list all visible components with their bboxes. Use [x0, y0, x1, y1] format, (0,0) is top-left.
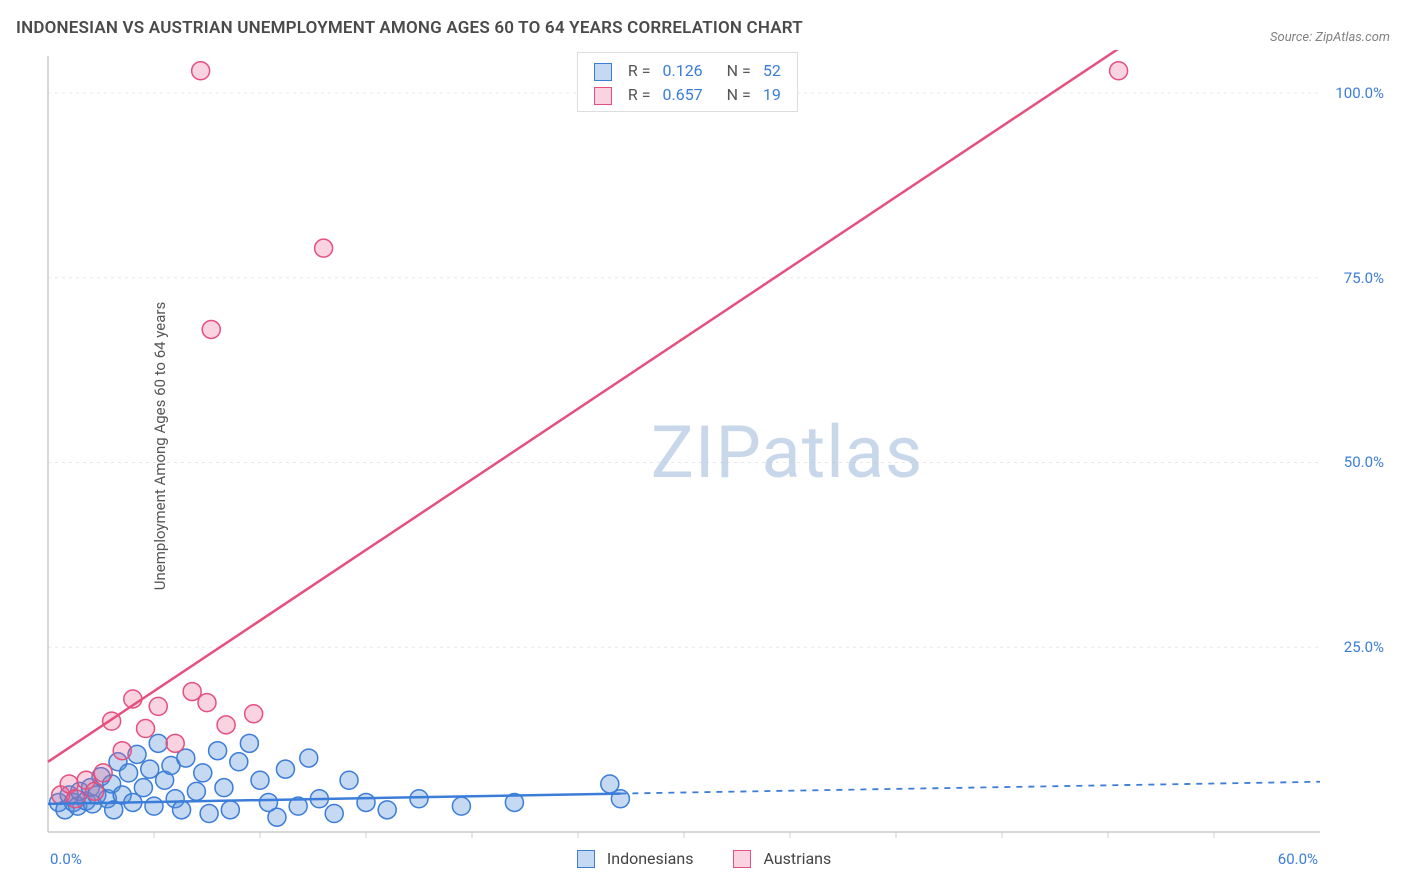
x-tick-label: 60.0% [1278, 850, 1318, 868]
x-tick-label: 0.0% [50, 850, 82, 868]
legend-item: Indonesians [577, 849, 694, 868]
y-tick-label: 100.0% [1335, 84, 1384, 102]
y-tick-label: 50.0% [1344, 453, 1384, 471]
series-legend: Indonesians Austrians [577, 849, 831, 868]
y-tick-label: 25.0% [1344, 638, 1384, 656]
scatter-chart [46, 50, 1390, 868]
legend-item: Austrians [733, 849, 831, 868]
source-label: Source: ZipAtlas.com [1270, 30, 1390, 45]
y-tick-label: 75.0% [1344, 269, 1384, 287]
chart-container: ZIPatlas R =0.126N =52R =0.657N =19 Indo… [46, 50, 1390, 868]
stats-legend: R =0.126N =52R =0.657N =19 [577, 52, 798, 112]
chart-title: INDONESIAN VS AUSTRIAN UNEMPLOYMENT AMON… [16, 18, 803, 38]
